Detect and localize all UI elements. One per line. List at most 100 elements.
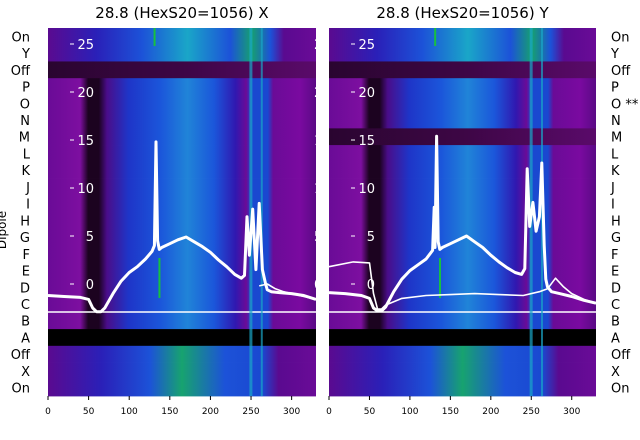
band-2	[329, 61, 596, 79]
green-streak	[434, 28, 437, 46]
overlay-ytick-label-right: 5	[314, 230, 322, 245]
band-label-right: Y	[610, 47, 619, 62]
green-streak	[439, 258, 442, 298]
band-label-left: D	[20, 281, 30, 296]
band-label-right: M	[611, 131, 622, 146]
band-label-left: H	[20, 214, 30, 229]
overlay-ytick-label: 5	[86, 230, 94, 245]
band-label-left: B	[21, 315, 30, 330]
band-11	[48, 212, 316, 230]
band-label-left: M	[19, 131, 30, 146]
band-label-right: L	[611, 147, 619, 162]
band-label-left: P	[22, 81, 30, 96]
band-label-left: On	[12, 30, 30, 45]
cyan-column	[260, 28, 263, 396]
band-21	[48, 379, 316, 397]
chart-title: 28.8 (HexS20=1056) Y	[376, 4, 549, 22]
band-label-right: C	[611, 298, 620, 313]
band-4	[48, 94, 316, 113]
overlay-ytick-label: 5	[367, 230, 375, 245]
band-label-left: A	[21, 331, 30, 346]
xtick-label: 0	[326, 407, 332, 417]
chart-title: 28.8 (HexS20=1056) X	[95, 4, 268, 22]
band-label-right: E	[611, 265, 619, 280]
series-line-profile-secondary	[328, 261, 597, 310]
overlay-ytick-label: 15	[358, 134, 375, 149]
green-streak	[153, 28, 156, 46]
band-label-left: Off	[11, 348, 31, 363]
band-label-left: N	[20, 114, 30, 129]
band-label-right: B	[611, 315, 620, 330]
band-label-right: P	[611, 81, 619, 96]
xtick-label: 150	[161, 407, 178, 417]
overlay-ytick-label: 10	[77, 182, 94, 197]
band-label-left: I	[26, 198, 30, 213]
overlay-ytick-label-right: 25	[314, 38, 331, 53]
band-5	[48, 111, 316, 129]
series-line-profile-secondary	[259, 283, 317, 301]
band-5	[329, 111, 596, 129]
overlay-ytick-label-right: 10	[314, 182, 331, 197]
overlay-ytick-label: 20	[358, 86, 375, 101]
band-1	[48, 44, 316, 62]
overlay-ytick-label: 25	[358, 38, 375, 53]
band-label-right: F	[611, 248, 618, 263]
xtick-label: 250	[242, 407, 259, 417]
overlay-ytick-label: 20	[77, 86, 94, 101]
band-label-left: G	[20, 231, 30, 246]
band-8	[48, 161, 316, 179]
xtick-label: 200	[482, 407, 499, 417]
band-18	[48, 329, 316, 347]
band-13	[329, 245, 596, 263]
band-label-left: K	[21, 164, 30, 179]
band-0	[329, 28, 596, 46]
overlay-ytick-label: 15	[77, 134, 94, 149]
band-7	[329, 145, 596, 163]
band-label-right: X	[611, 365, 620, 380]
overlay-ytick-label: 25	[77, 38, 94, 53]
band-11	[329, 212, 596, 230]
xtick-label: 100	[401, 407, 418, 417]
band-3	[48, 78, 316, 96]
band-4	[329, 94, 596, 113]
band-label-left: X	[21, 365, 30, 380]
band-label-right: H	[611, 214, 621, 229]
band-0	[48, 28, 316, 46]
band-10	[329, 195, 596, 213]
band-label-left: L	[23, 147, 31, 162]
band-label-right: O **	[611, 97, 639, 112]
band-label-right: On	[611, 30, 629, 45]
xtick-label: 100	[121, 407, 138, 417]
band-18	[329, 329, 596, 347]
band-19	[48, 345, 316, 363]
band-label-right: A	[611, 331, 620, 346]
band-label-left: J	[25, 181, 30, 196]
band-label-left: C	[21, 298, 30, 313]
overlay-ytick-label-right: 0	[314, 278, 322, 293]
band-label-right: Off	[611, 348, 631, 363]
cyan-column	[249, 28, 253, 396]
band-label-left: Off	[11, 64, 31, 79]
y-axis-label: Dipole	[0, 211, 9, 249]
overlay-ytick-label-right: 20	[314, 86, 331, 101]
band-label-right: On	[611, 382, 629, 397]
band-label-left: Y	[21, 47, 30, 62]
xtick-label: 50	[83, 407, 95, 417]
xtick-label: 200	[202, 407, 219, 417]
band-14	[329, 262, 596, 280]
band-13	[48, 245, 316, 263]
series-line-profile-main	[47, 140, 317, 314]
green-streak	[158, 258, 161, 298]
band-label-left: F	[23, 248, 30, 263]
band-21	[329, 379, 596, 397]
band-20	[48, 362, 316, 380]
band-10	[48, 195, 316, 213]
xtick-label: 50	[364, 407, 376, 417]
series-line-profile-main	[328, 134, 597, 313]
band-label-left: On	[12, 382, 30, 397]
band-label-right: G	[611, 231, 621, 246]
band-19	[329, 345, 596, 363]
